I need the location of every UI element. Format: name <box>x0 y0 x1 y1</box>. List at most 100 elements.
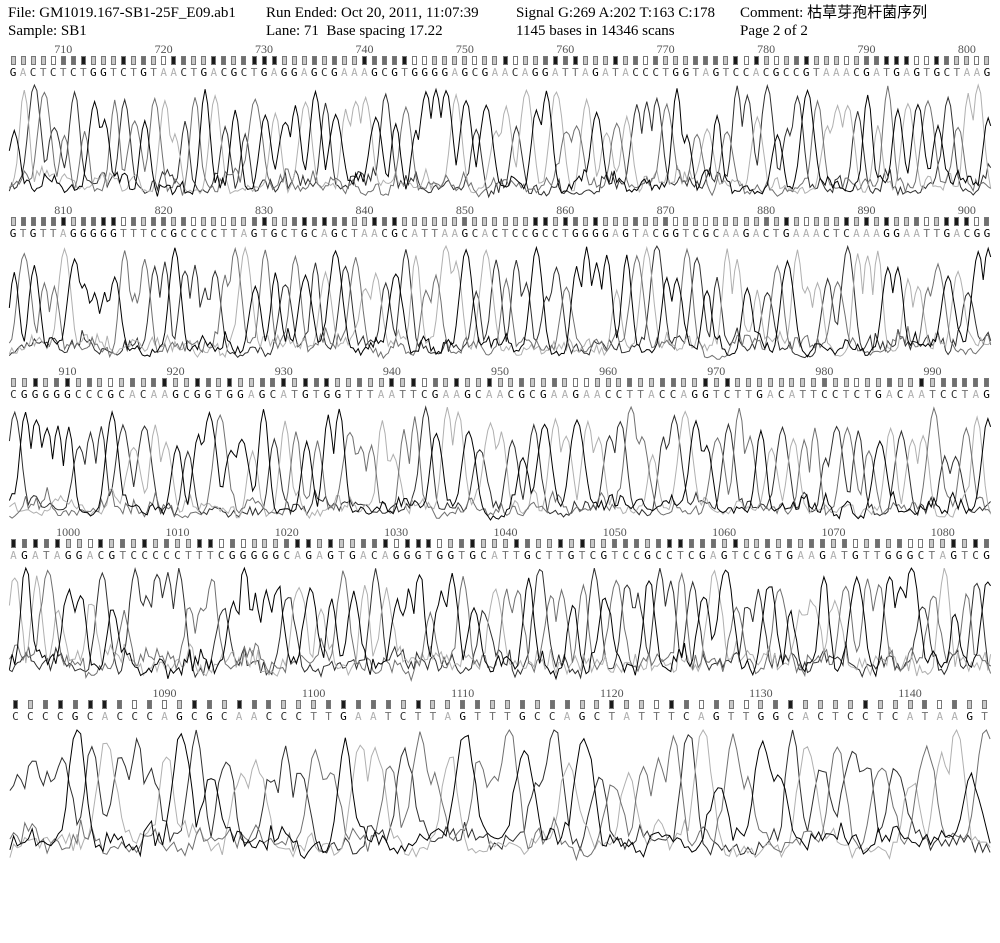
base: C <box>590 549 597 562</box>
quality-box <box>606 378 611 387</box>
base: C <box>940 388 947 401</box>
quality-box <box>292 56 297 65</box>
quality-box <box>487 378 492 387</box>
base: A <box>767 388 774 401</box>
base: C <box>211 227 218 240</box>
base: T <box>150 66 157 79</box>
quality-box <box>964 217 969 226</box>
quality-box <box>452 56 457 65</box>
quality-box <box>523 56 528 65</box>
quality-box <box>87 378 92 387</box>
quality-box <box>448 539 453 548</box>
base: G <box>100 66 107 79</box>
quality-box <box>924 217 929 226</box>
base: G <box>773 66 780 79</box>
quality-box <box>944 56 949 65</box>
base: C <box>130 549 137 562</box>
quality-box <box>270 378 275 387</box>
base: T <box>401 66 408 79</box>
base: G <box>176 710 183 723</box>
quality-box <box>757 378 762 387</box>
quality-box <box>919 378 924 387</box>
quality-box <box>382 217 387 226</box>
ruler-tick: 1140 <box>898 686 922 701</box>
quality-box <box>51 217 56 226</box>
base: G <box>721 549 728 562</box>
quality-box <box>934 56 939 65</box>
quality-box <box>937 700 942 709</box>
base: T <box>207 549 214 562</box>
trace-svg <box>8 402 992 523</box>
base: C <box>118 388 125 401</box>
base: G <box>682 66 689 79</box>
base: T <box>735 388 742 401</box>
base: C <box>897 388 904 401</box>
chromatogram-panel: 810820830840850860870880890900GTGTTAGGGG… <box>8 203 992 362</box>
base: A <box>241 227 248 240</box>
quality-box <box>893 700 898 709</box>
spacing-value: 17.22 <box>409 22 443 40</box>
quality-box <box>211 217 216 226</box>
quality-box <box>382 56 387 65</box>
base: G <box>532 227 539 240</box>
ruler-tick: 740 <box>355 42 373 57</box>
ruler-tick: 1030 <box>384 525 408 540</box>
base: G <box>519 710 526 723</box>
base: A <box>797 549 804 562</box>
quality-box <box>442 56 447 65</box>
base: A <box>612 227 619 240</box>
quality-box <box>735 378 740 387</box>
base: C <box>281 227 288 240</box>
quality-box <box>804 217 809 226</box>
base: T <box>626 388 633 401</box>
quality-box <box>725 378 730 387</box>
base: G <box>301 227 308 240</box>
quality-box <box>984 378 989 387</box>
signal-value: G:269 A:202 T:163 C:178 <box>558 4 715 22</box>
base: A <box>321 227 328 240</box>
base: A <box>452 227 459 240</box>
base: G <box>568 549 575 562</box>
quality-box <box>831 539 836 548</box>
quality-box <box>553 56 558 65</box>
base: T <box>612 66 619 79</box>
ruler-tick: 950 <box>491 364 509 379</box>
base: C <box>117 710 124 723</box>
quality-box <box>794 56 799 65</box>
quality-box <box>266 700 271 709</box>
base: G <box>893 227 900 240</box>
base: C <box>854 388 861 401</box>
quality-box <box>341 700 346 709</box>
quality-box <box>191 56 196 65</box>
base: T <box>923 227 930 240</box>
comment-value: 枯草芽孢杆菌序列 <box>807 4 927 22</box>
quality-box <box>514 539 519 548</box>
base: C <box>98 549 105 562</box>
base: G <box>349 549 356 562</box>
quality-box <box>11 378 16 387</box>
base: C <box>295 710 302 723</box>
quality-box <box>422 56 427 65</box>
base: G <box>30 227 37 240</box>
quality-box <box>498 378 503 387</box>
base: T <box>923 66 930 79</box>
base: T <box>929 549 936 562</box>
quality-box <box>804 56 809 65</box>
quality-box <box>362 56 367 65</box>
quality-box <box>241 539 246 548</box>
quality-box <box>55 539 60 548</box>
base: G <box>447 549 454 562</box>
quality-box <box>904 56 909 65</box>
quality-box <box>173 378 178 387</box>
base: A <box>389 388 396 401</box>
quality-box <box>503 56 508 65</box>
comment-label: Comment: <box>740 4 803 22</box>
base: C <box>892 710 899 723</box>
quality-box <box>834 56 839 65</box>
quality-box <box>733 217 738 226</box>
base: G <box>662 227 669 240</box>
quality-box <box>623 56 628 65</box>
base: C <box>655 549 662 562</box>
base: G <box>462 66 469 79</box>
base: T <box>221 227 228 240</box>
